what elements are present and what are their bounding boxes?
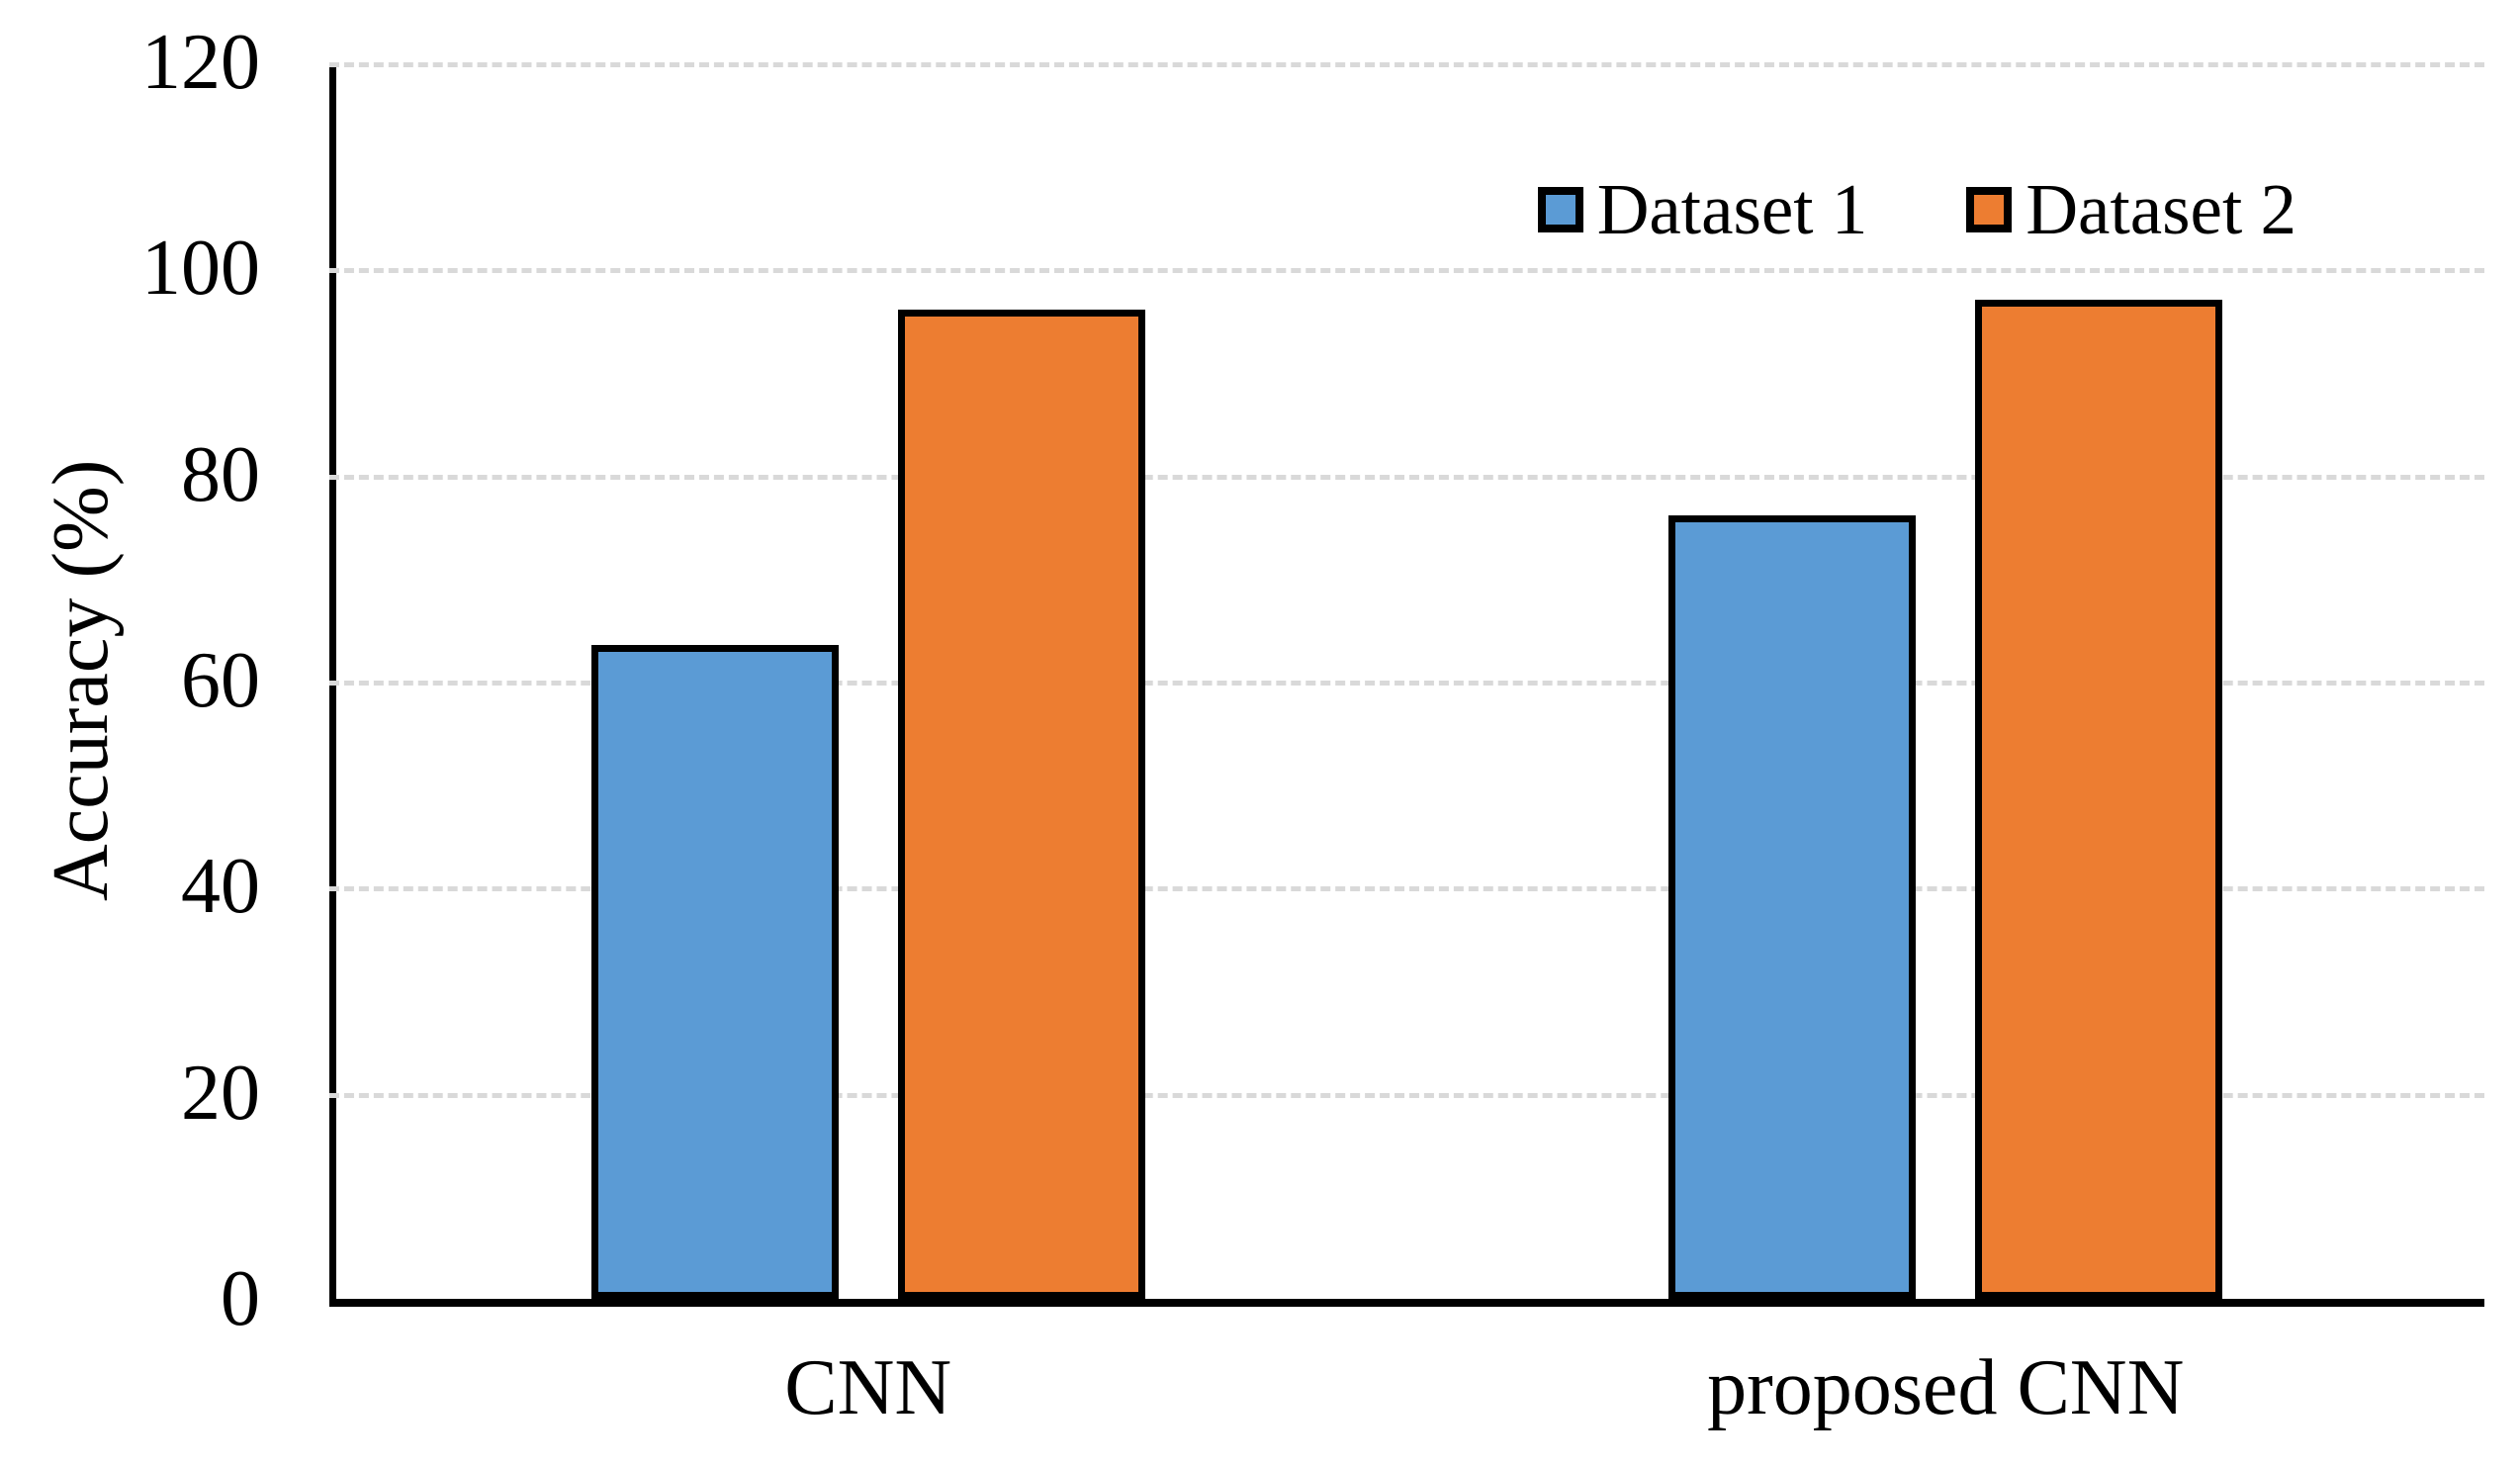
plot-area: Dataset 1 Dataset 2: [329, 62, 2484, 1299]
gridline-y-20: [329, 1092, 2484, 1098]
y-tick-label-80: 80: [181, 430, 260, 518]
y-tick-label-20: 20: [181, 1049, 260, 1137]
bar-proposed-CNN-Dataset-1: [1668, 515, 1917, 1299]
bar-proposed-CNN-Dataset-2: [1975, 299, 2223, 1299]
y-tick-label-120: 120: [141, 19, 260, 106]
y-tick-label-40: 40: [181, 843, 260, 931]
legend-item-Dataset-1: Dataset 1: [1537, 169, 1868, 249]
y-tick-label-60: 60: [181, 637, 260, 724]
gridline-y-60: [329, 681, 2484, 686]
x-axis-line: [329, 1299, 2484, 1307]
bar-CNN-Dataset-2: [897, 310, 1145, 1299]
gridline-y-80: [329, 474, 2484, 480]
gridline-y-120: [329, 62, 2484, 67]
legend-swatch-icon: [1966, 186, 2013, 232]
legend-item-Dataset-2: Dataset 2: [1966, 173, 2296, 245]
legend-label: Dataset 2: [2025, 169, 2296, 249]
gridline-y-40: [329, 886, 2484, 892]
legend-label: Dataset 1: [1596, 169, 1868, 249]
x-category-label-proposed-CNN: proposed CNN: [1707, 1344, 2185, 1431]
chart-legend: Dataset 1 Dataset 2: [1537, 169, 2296, 249]
y-tick-label-0: 0: [221, 1255, 260, 1342]
legend-swatch-icon: [1537, 186, 1583, 232]
x-category-label-CNN: CNN: [784, 1344, 952, 1431]
bar-CNN-Dataset-1: [590, 644, 839, 1299]
y-tick-label-100: 100: [141, 225, 260, 313]
gridline-y-100: [329, 268, 2484, 274]
